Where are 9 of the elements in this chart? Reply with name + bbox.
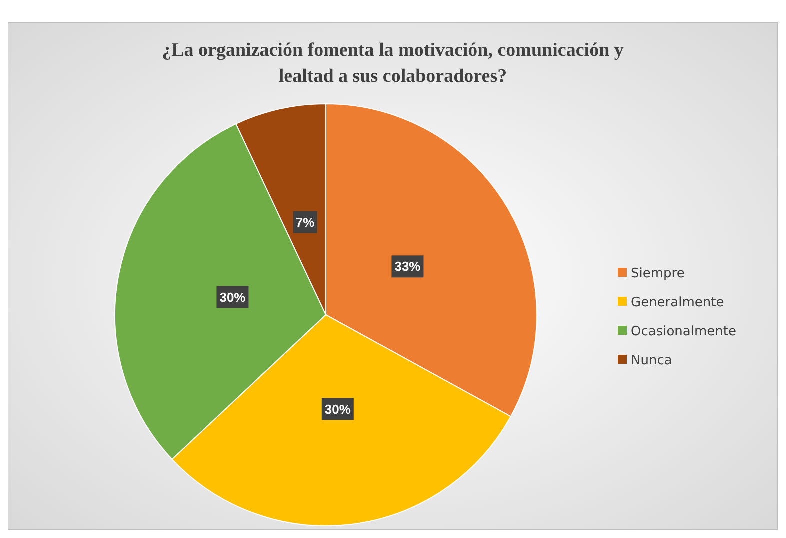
chart-title: ¿La organización fomenta la motivación, comunicación y lealtad a sus colaboradores? (162, 40, 624, 87)
legend-label: Ocasionalmente (631, 324, 736, 340)
data-label: 30% (220, 290, 246, 305)
legend-label: Nunca (631, 354, 672, 369)
data-label: 30% (324, 402, 352, 417)
legend-label: Generalmente (631, 296, 724, 311)
data-label: 33% (394, 259, 422, 274)
data-label: 7% (296, 214, 316, 230)
slice-label: Siempre (631, 266, 685, 282)
